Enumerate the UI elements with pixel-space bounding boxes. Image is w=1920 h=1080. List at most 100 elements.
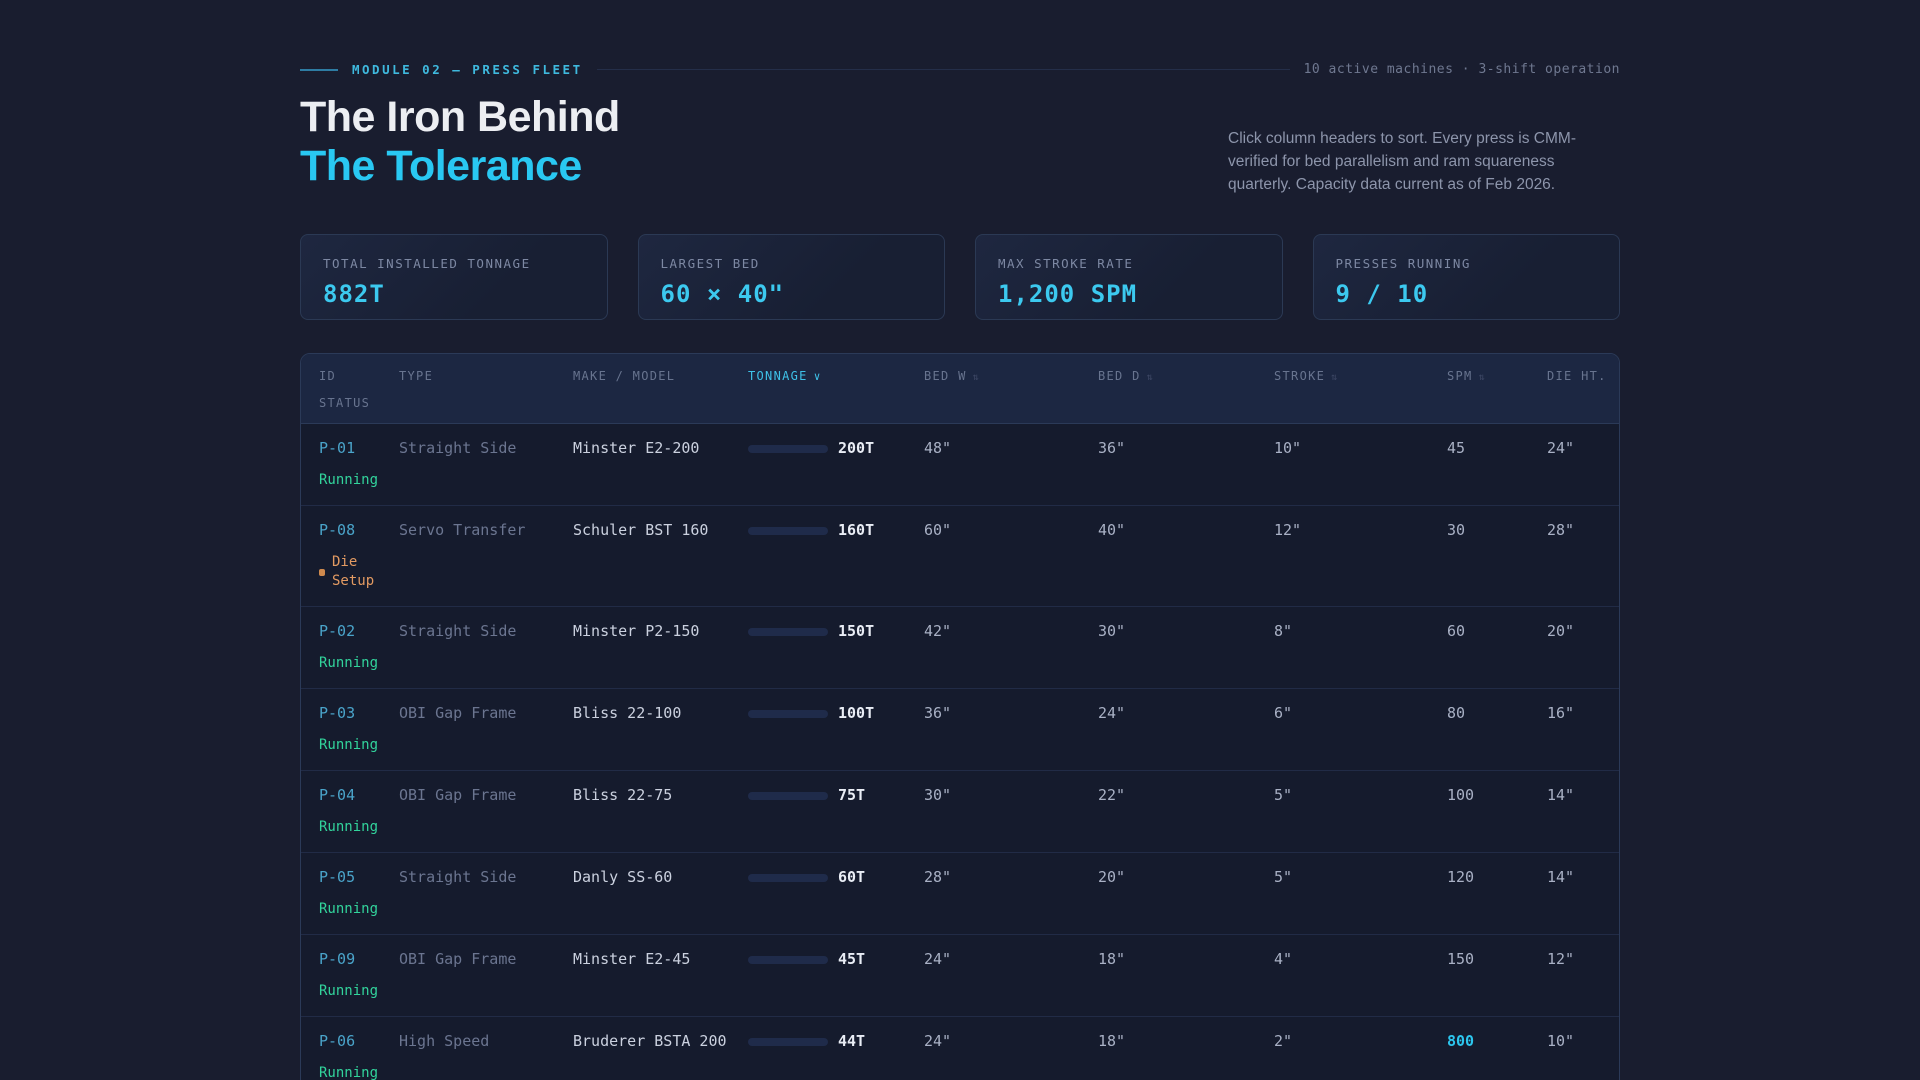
table-row: P-04 OBI Gap Frame Bliss 22-75 75T 30" 2… xyxy=(301,770,1619,852)
cell-bed-width: 30" xyxy=(924,786,1098,805)
column-header-type[interactable]: TYPE xyxy=(399,369,573,383)
stat-value: 60 × 40" xyxy=(661,280,923,308)
module-meta: 10 active machines · 3-shift operation xyxy=(1304,62,1620,77)
stat-label: LARGEST BED xyxy=(661,256,923,271)
cell-bed-depth: 18" xyxy=(1098,950,1274,969)
table-row: P-01 Straight Side Minster E2-200 200T 4… xyxy=(301,424,1619,505)
cell-spm: 80 xyxy=(1447,704,1547,723)
sort-both-icon: ⇅ xyxy=(973,372,980,383)
module-header-row: MODULE 02 — PRESS FLEET 10 active machin… xyxy=(300,62,1620,77)
cell-press-id: P-06 xyxy=(319,1032,399,1051)
cell-make-model: Minster E2-200 xyxy=(573,439,748,458)
cell-tonnage: 44T xyxy=(748,1032,924,1051)
cell-spm: 100 xyxy=(1447,786,1547,805)
sort-both-icon: ⇅ xyxy=(1147,372,1154,383)
tonnage-bar-track xyxy=(748,956,828,964)
sort-desc-icon: ∨ xyxy=(814,370,822,383)
cell-stroke: 6" xyxy=(1274,704,1447,723)
cell-stroke: 10" xyxy=(1274,439,1447,458)
column-label: STATUS xyxy=(319,396,370,410)
stat-value: 9 / 10 xyxy=(1336,280,1598,308)
column-label: ID xyxy=(319,369,336,383)
column-label: TONNAGE xyxy=(748,369,808,383)
cell-press-id: P-05 xyxy=(319,868,399,887)
cell-press-id: P-09 xyxy=(319,950,399,969)
column-label: STROKE xyxy=(1274,369,1325,383)
cell-bed-width: 24" xyxy=(924,1032,1098,1051)
status-badge: Running xyxy=(319,900,399,919)
cell-die-height: 14" xyxy=(1547,786,1601,805)
cell-bed-width: 60" xyxy=(924,521,1098,540)
column-header-spm[interactable]: SPM ⇅ xyxy=(1447,369,1547,383)
cell-make-model: Bruderer BSTA 200 xyxy=(573,1032,748,1051)
tonnage-value: 200T xyxy=(838,439,874,458)
cell-stroke: 5" xyxy=(1274,868,1447,887)
module-divider-line xyxy=(597,69,1290,70)
cell-make-model: Minster E2-45 xyxy=(573,950,748,969)
tonnage-value: 100T xyxy=(838,704,874,723)
cell-tonnage: 45T xyxy=(748,950,924,969)
cell-stroke: 2" xyxy=(1274,1032,1447,1051)
column-header-die_ht[interactable]: DIE HT. xyxy=(1547,369,1607,383)
cell-stroke: 8" xyxy=(1274,622,1447,641)
status-label: Running xyxy=(319,471,377,490)
cell-bed-width: 42" xyxy=(924,622,1098,641)
tonnage-bar-track xyxy=(748,1038,828,1046)
cell-bed-width: 28" xyxy=(924,868,1098,887)
cell-bed-width: 36" xyxy=(924,704,1098,723)
cell-press-type: Straight Side xyxy=(399,622,573,641)
cell-spm: 60 xyxy=(1447,622,1547,641)
column-label: BED D xyxy=(1098,369,1141,383)
cell-die-height: 16" xyxy=(1547,704,1601,723)
cell-stroke: 12" xyxy=(1274,521,1447,540)
cell-spm: 45 xyxy=(1447,439,1547,458)
cell-bed-depth: 30" xyxy=(1098,622,1274,641)
status-badge: Die Setup xyxy=(319,553,399,591)
table-header-row: ID TYPEMAKE / MODEL TONNAGE ∨ BED W⇅BED D ⇅ ST… xyxy=(301,354,1619,424)
cell-die-height: 24" xyxy=(1547,439,1601,458)
cell-bed-depth: 40" xyxy=(1098,521,1274,540)
cell-bed-depth: 20" xyxy=(1098,868,1274,887)
table-row: P-03 OBI Gap Frame Bliss 22-100 100T 36"… xyxy=(301,688,1619,770)
cell-press-type: OBI Gap Frame xyxy=(399,950,573,969)
column-header-status[interactable]: STATUS xyxy=(319,396,399,410)
cell-press-id: P-02 xyxy=(319,622,399,641)
column-label: DIE HT. xyxy=(1547,369,1607,383)
status-label: Running xyxy=(319,818,377,837)
sort-both-icon: ⇅ xyxy=(1479,372,1486,383)
column-label: MAKE / MODEL xyxy=(573,369,675,383)
module-label: MODULE 02 — PRESS FLEET xyxy=(352,62,583,77)
cell-tonnage: 200T xyxy=(748,439,924,458)
cell-stroke: 5" xyxy=(1274,786,1447,805)
status-label: Running xyxy=(319,1064,377,1080)
column-header-make[interactable]: MAKE / MODEL xyxy=(573,369,748,383)
tonnage-value: 60T xyxy=(838,868,865,887)
tonnage-value: 44T xyxy=(838,1032,865,1051)
cell-spm: 800 xyxy=(1447,1032,1547,1051)
stat-card: MAX STROKE RATE 1,200 SPM xyxy=(975,234,1283,320)
stat-label: TOTAL INSTALLED TONNAGE xyxy=(323,256,585,271)
column-header-id[interactable]: ID xyxy=(319,369,399,383)
cell-stroke: 4" xyxy=(1274,950,1447,969)
cell-make-model: Minster P2-150 xyxy=(573,622,748,641)
cell-die-height: 14" xyxy=(1547,868,1601,887)
cell-die-height: 20" xyxy=(1547,622,1601,641)
table-body: P-01 Straight Side Minster E2-200 200T 4… xyxy=(301,424,1619,1080)
cell-make-model: Danly SS-60 xyxy=(573,868,748,887)
status-label: Running xyxy=(319,982,377,1001)
cell-press-type: Straight Side xyxy=(399,439,573,458)
column-header-stroke[interactable]: STROKE⇅ xyxy=(1274,369,1447,383)
cell-press-type: Servo Transfer xyxy=(399,521,573,540)
column-header-bed_w[interactable]: BED W⇅ xyxy=(924,369,1098,383)
tonnage-value: 45T xyxy=(838,950,865,969)
column-label: SPM xyxy=(1447,369,1473,383)
cell-spm: 150 xyxy=(1447,950,1547,969)
column-header-bed_d[interactable]: BED D ⇅ xyxy=(1098,369,1274,383)
press-fleet-table: ID TYPEMAKE / MODEL TONNAGE ∨ BED W⇅BED D ⇅ ST… xyxy=(300,353,1620,1080)
tonnage-bar-track xyxy=(748,710,828,718)
column-header-tonnage[interactable]: TONNAGE ∨ xyxy=(748,369,924,383)
hero-section: The Iron Behind The Tolerance Click colu… xyxy=(300,93,1620,196)
stat-label: MAX STROKE RATE xyxy=(998,256,1260,271)
cell-press-id: P-08 xyxy=(319,521,399,540)
cell-bed-depth: 36" xyxy=(1098,439,1274,458)
